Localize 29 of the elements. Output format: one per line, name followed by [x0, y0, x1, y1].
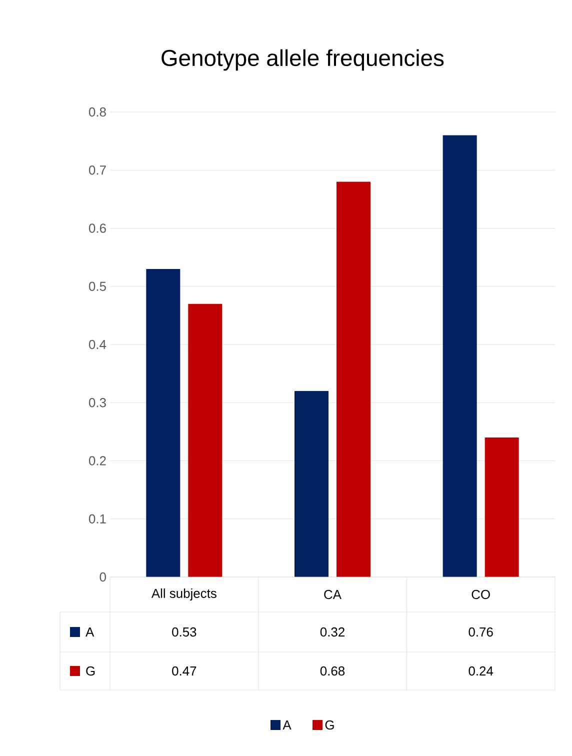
y-tick-label: 0.3: [88, 398, 106, 408]
y-tick-label: 0: [100, 572, 106, 582]
data-label: 0.24: [468, 666, 494, 676]
y-tick-label: 0.2: [88, 456, 106, 466]
y-tick-label: 0.5: [88, 282, 106, 291]
bar: [336, 182, 371, 577]
bar: [484, 438, 519, 577]
bar: [442, 135, 477, 577]
y-tick-label: 0.8: [88, 107, 106, 117]
bar: [188, 304, 222, 577]
data-label: 0.76: [468, 627, 493, 637]
data-label: 0.53: [172, 627, 196, 637]
legend-label: A: [86, 628, 94, 636]
data-label: 0.68: [320, 666, 345, 676]
text: G: [325, 720, 334, 730]
y-tick-label: 0.1: [88, 514, 106, 524]
chart-title: Genotype allele frequencies: [162, 49, 444, 71]
x-tick-label: CO: [472, 590, 490, 600]
x-tick-label: CA: [324, 590, 342, 600]
data-label: 0.32: [320, 627, 344, 637]
bar: [146, 268, 180, 577]
data-label: 0.47: [172, 666, 196, 676]
y-tick-label: 0.7: [88, 166, 106, 175]
legend-label: G: [86, 666, 95, 676]
text: A: [282, 720, 292, 730]
bar: [294, 391, 329, 577]
x-tick-label: All subjects: [151, 588, 216, 601]
y-tick-label: 0.4: [88, 340, 106, 350]
y-tick-label: 0.6: [88, 224, 106, 233]
